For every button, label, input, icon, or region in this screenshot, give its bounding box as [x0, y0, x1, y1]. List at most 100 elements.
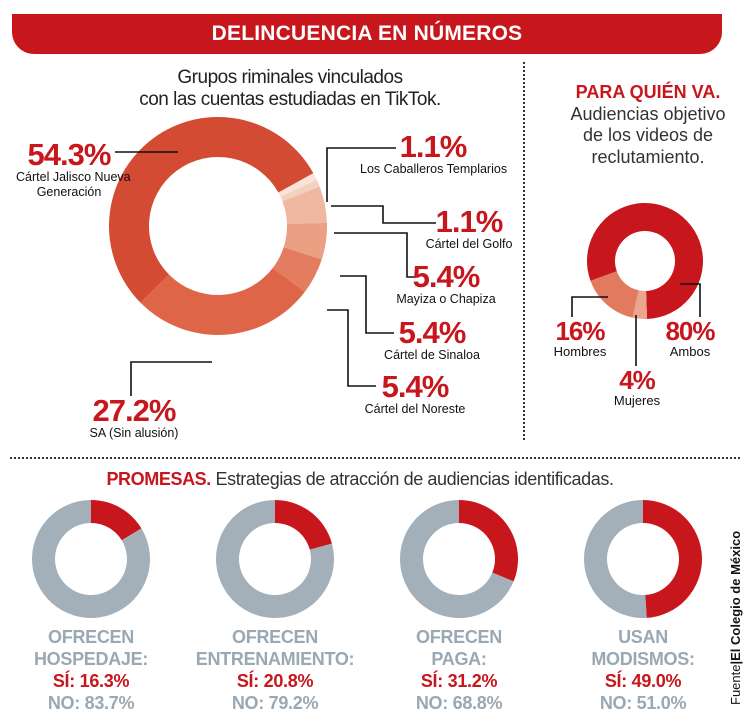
leader-lines [115, 147, 701, 396]
promesas-subtitle: Estrategias de atracción de audiencias i… [215, 469, 614, 489]
title-line-1: Grupos riminales vinculados [177, 67, 403, 88]
promesa-donut-1 [216, 500, 334, 618]
yes-label: SÍ: 31.2% [420, 671, 498, 691]
main-donut-slice-0 [278, 173, 317, 197]
slice-label: SA (Sin alusión) [89, 426, 179, 440]
caption-entrenamiento: OFRECEN ENTRENAMIENTO: SÍ: 20.8% NO: 79.… [185, 626, 365, 714]
caption-line: ENTRENAMIENTO: [195, 649, 355, 669]
value-label: 16% [555, 316, 605, 346]
leader-hombres [571, 296, 608, 317]
yes-label: SÍ: 20.8% [236, 671, 314, 691]
title-line-2: con las cuentas estudiadas en TikTok. [139, 89, 441, 110]
source-credit: Fuente|El Colegio de México [728, 531, 743, 705]
source-divider: | [728, 660, 743, 665]
caption-paga: OFRECEN PAGA: SÍ: 31.2% NO: 68.8% [369, 626, 549, 714]
leader-golfo [331, 205, 436, 224]
audience-subtitle-line: reclutamiento. [591, 146, 705, 167]
value-label: 54.3% [27, 137, 112, 172]
caption-line: HOSPEDAJE: [33, 649, 149, 669]
value-label: 5.4% [381, 369, 450, 404]
caption-line: PAGA: [431, 649, 487, 669]
slice-label: Mayiza o Chapiza [396, 292, 496, 306]
main-donut-slice-2 [282, 186, 327, 225]
horizontal-divider [10, 457, 740, 459]
label-mayiza: 5.4% Mayiza o Chapiza [396, 259, 496, 307]
value-label: 1.1% [435, 204, 504, 239]
caption-line: OFRECEN [416, 627, 502, 647]
vertical-divider [523, 62, 525, 440]
audience-donut-slice-1 [632, 290, 648, 319]
promesas-title: PROMESAS. Estrategias de atracción de au… [0, 469, 720, 490]
value-label: 27.2% [92, 393, 177, 428]
slice-label: Generación [36, 185, 102, 199]
main-donut-slice-6 [108, 116, 314, 303]
value-label: 5.4% [412, 259, 481, 294]
audience-donut-slice-2 [590, 271, 639, 318]
label-cjng: 54.3% Cártel Jalisco Nueva Generación [16, 137, 131, 200]
value-label: 5.4% [398, 315, 467, 350]
audience-subtitle-line: de los videos de [582, 125, 714, 145]
audience-subtitle-line: Audiencias objetivo [570, 103, 726, 124]
slice-label: Mujeres [613, 393, 661, 408]
value-label: 1.1% [399, 129, 468, 164]
main-donut [108, 116, 327, 335]
promesa-donut-1-slice-1 [216, 500, 334, 618]
promesa-donut-1-slice-0 [275, 500, 332, 550]
yes-label: SÍ: 16.3% [52, 671, 130, 691]
slice-label: Ambos [669, 344, 711, 359]
label-ambos: 80% Ambos [656, 318, 724, 359]
main-donut-slice-3 [283, 222, 327, 260]
caption-hospedaje: OFRECEN HOSPEDAJE: SÍ: 16.3% NO: 83.7% [1, 626, 181, 714]
label-noreste: 5.4% Cártel del Noreste [363, 369, 467, 417]
promesas-donuts [32, 500, 703, 618]
promesa-donut-2-slice-1 [400, 500, 514, 618]
promesa-donut-2-slice-0 [459, 500, 518, 582]
promesa-donut-0-slice-1 [32, 500, 151, 618]
slice-label: Cártel de Sinaloa [384, 348, 480, 362]
main-donut-slice-4 [272, 247, 322, 293]
no-label: NO: 51.0% [599, 693, 687, 713]
slice-label: Hombres [553, 344, 607, 359]
header-banner: DELINCUENCIA EN NÚMEROS [12, 14, 722, 54]
no-label: NO: 79.2% [231, 693, 319, 713]
caption-line: OFRECEN [232, 627, 318, 647]
no-label: NO: 68.8% [415, 693, 503, 713]
promesa-donut-3-slice-1 [584, 500, 647, 618]
main-donut-slice-5 [140, 267, 305, 335]
leader-ambos [680, 283, 701, 317]
audience-donut-slice-0 [586, 203, 703, 319]
slice-label: Los Caballeros Templarios [360, 162, 508, 176]
caption-line: USAN [618, 627, 668, 647]
no-label: NO: 83.7% [47, 693, 135, 713]
promesa-donut-2 [400, 500, 518, 618]
label-golfo: 1.1% Cártel del Golfo [424, 204, 514, 252]
promesa-donut-3-slice-0 [643, 500, 703, 618]
caption-line: OFRECEN [48, 627, 134, 647]
label-sa: 27.2% SA (Sin alusión) [82, 393, 186, 441]
caption-modismos: USAN MODISMOS: SÍ: 49.0% NO: 51.0% [553, 626, 733, 714]
caption-line: MODISMOS: [591, 649, 695, 669]
value-label: 4% [619, 365, 656, 395]
leader-sinaloa [340, 275, 394, 334]
main-donut-slice-1 [280, 179, 320, 202]
main-chart-title: Grupos riminales vinculados con las cuen… [110, 67, 470, 111]
label-hombres: 16% Hombres [548, 318, 612, 359]
slice-label: Cártel del Golfo [425, 237, 513, 251]
page-title: DELINCUENCIA EN NÚMEROS [211, 22, 523, 45]
label-caballeros: 1.1% Los Caballeros Templarios [360, 129, 508, 177]
audience-donut [586, 203, 703, 319]
label-mujeres: 4% Mujeres [606, 367, 668, 408]
leader-noreste [327, 309, 376, 387]
source-prefix: Fuente [728, 664, 743, 705]
promesa-donut-0-slice-0 [91, 500, 142, 541]
yes-label: SÍ: 49.0% [604, 671, 682, 691]
value-label: 80% [665, 316, 715, 346]
slice-label: Cártel del Noreste [364, 402, 466, 416]
promesa-donut-0 [32, 500, 151, 618]
slice-label: Cártel Jalisco Nueva [16, 170, 131, 184]
promesa-donut-3 [584, 500, 703, 618]
leader-mayiza [334, 232, 416, 278]
leader-sa [130, 361, 212, 396]
leader-caballeros [326, 147, 396, 202]
